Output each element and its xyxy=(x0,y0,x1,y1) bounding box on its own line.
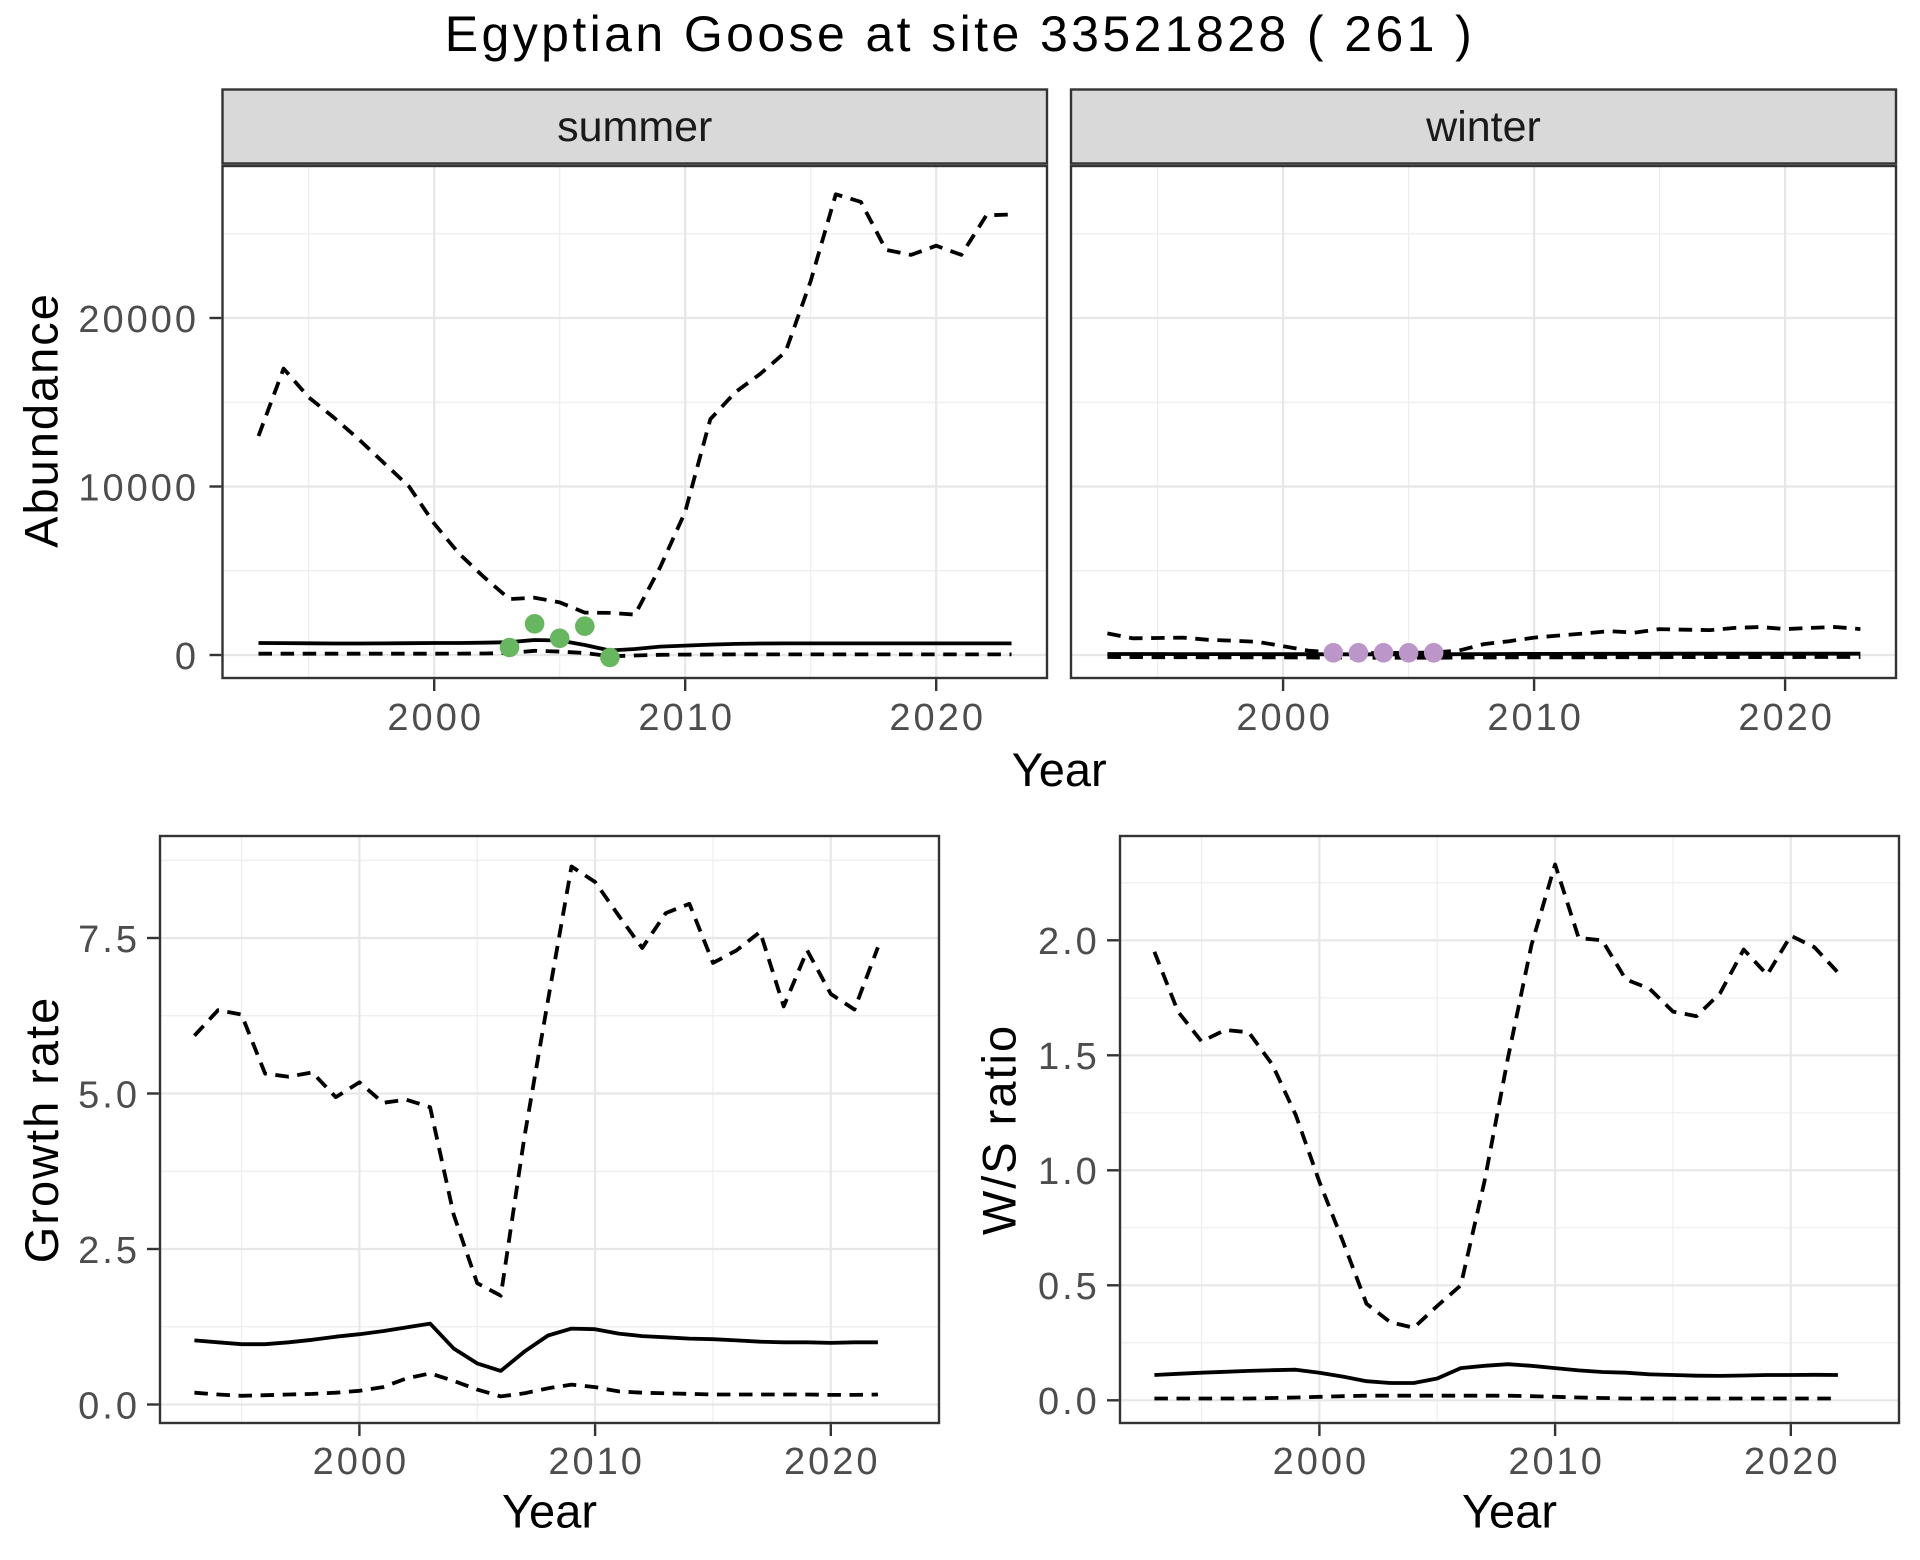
svg-text:10000: 10000 xyxy=(78,467,199,509)
svg-text:1.0: 1.0 xyxy=(1038,1151,1100,1193)
svg-text:0.5: 0.5 xyxy=(1038,1266,1100,1308)
svg-text:summer: summer xyxy=(557,103,712,151)
svg-text:2000: 2000 xyxy=(313,1441,410,1483)
svg-text:Egyptian Goose at site 3352182: Egyptian Goose at site 33521828 ( 261 ) xyxy=(445,6,1475,62)
svg-text:Year: Year xyxy=(502,1484,597,1537)
svg-text:W/S ratio: W/S ratio xyxy=(973,1024,1026,1235)
svg-text:Growth rate: Growth rate xyxy=(15,996,68,1264)
svg-text:2.0: 2.0 xyxy=(1038,921,1100,963)
svg-text:0.0: 0.0 xyxy=(78,1385,140,1427)
svg-text:Year: Year xyxy=(1012,743,1107,796)
svg-text:1.5: 1.5 xyxy=(1038,1036,1100,1078)
svg-text:2010: 2010 xyxy=(1508,1441,1605,1483)
svg-text:2020: 2020 xyxy=(1738,697,1835,739)
svg-text:2010: 2010 xyxy=(548,1441,645,1483)
svg-text:2000: 2000 xyxy=(1273,1441,1370,1483)
svg-text:0: 0 xyxy=(175,636,199,678)
svg-text:20000: 20000 xyxy=(78,299,199,341)
svg-text:winter: winter xyxy=(1425,103,1541,151)
svg-text:2.5: 2.5 xyxy=(78,1230,140,1272)
svg-text:Abundance: Abundance xyxy=(15,292,68,548)
svg-text:2010: 2010 xyxy=(638,697,735,739)
svg-text:5.0: 5.0 xyxy=(78,1074,140,1116)
svg-text:2000: 2000 xyxy=(387,697,484,739)
svg-text:2020: 2020 xyxy=(1744,1441,1841,1483)
svg-text:2000: 2000 xyxy=(1236,697,1333,739)
svg-text:2020: 2020 xyxy=(784,1441,881,1483)
svg-text:Year: Year xyxy=(1462,1484,1557,1537)
svg-text:0.0: 0.0 xyxy=(1038,1381,1100,1423)
svg-text:2020: 2020 xyxy=(889,697,986,739)
svg-text:2010: 2010 xyxy=(1487,697,1584,739)
svg-text:7.5: 7.5 xyxy=(78,919,140,961)
